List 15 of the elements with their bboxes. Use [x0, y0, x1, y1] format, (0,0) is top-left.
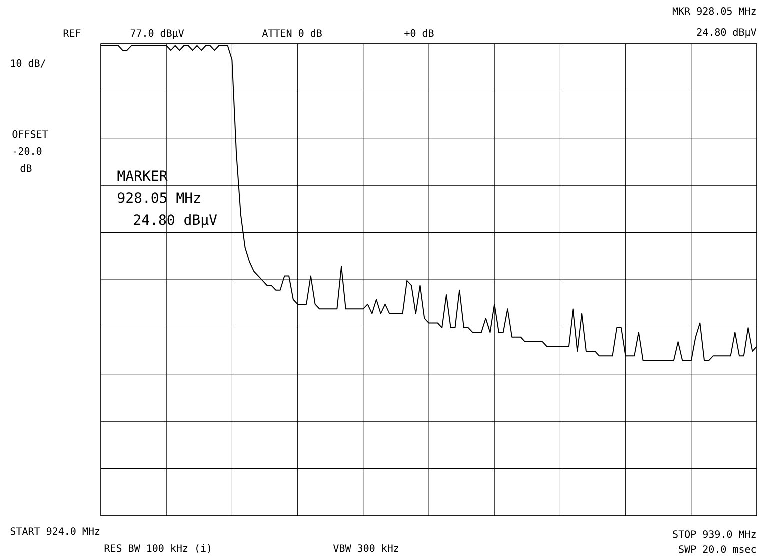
text: 10 dB/: [11, 59, 46, 68]
text: +0 dB: [404, 29, 434, 38]
text: ATTEN 0 dB: [262, 29, 322, 38]
text: OFFSET: [12, 130, 48, 138]
text: -20.0: [14, 148, 42, 156]
text: REF: [64, 30, 81, 37]
text: VBW 300 kHz: [333, 544, 398, 552]
text: MKR 928.05 MHz: [672, 8, 756, 16]
text: 24.80 dBμV: [697, 28, 757, 38]
text: STOP 939.0 MHz: [673, 530, 756, 538]
text: dB: [20, 164, 32, 172]
text: RES BW 100 kHz (i): [104, 544, 210, 554]
text: START 924.0 MHz: [10, 528, 100, 536]
text: 77.0 dBμV: [130, 29, 184, 40]
text: SWP 20.0 msec: [679, 546, 756, 554]
